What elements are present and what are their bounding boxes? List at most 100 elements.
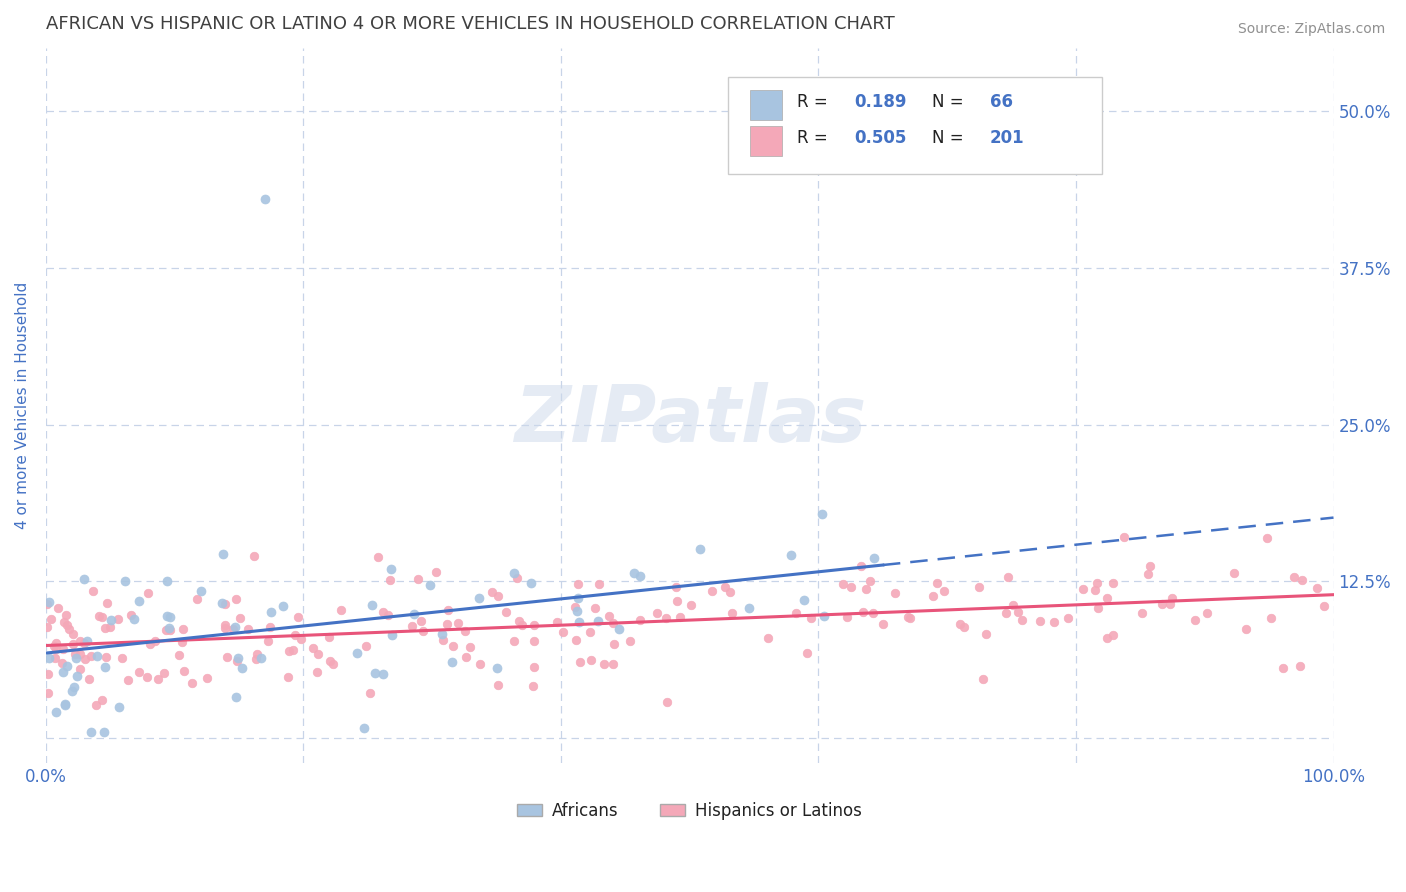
Point [62,627,84,641]
Point [190,584,212,599]
Point [602,657,624,671]
Point [1313,599,1336,613]
Text: Source: ZipAtlas.com: Source: ZipAtlas.com [1237,22,1385,37]
Point [718,585,741,599]
Point [55,658,77,673]
Point [82,584,104,599]
Point [579,624,602,639]
Point [305,665,328,680]
Point [419,578,441,592]
Point [994,606,1017,620]
Point [301,640,323,655]
Point [565,604,588,618]
Point [143,634,166,648]
Point [485,661,508,675]
Point [246,647,269,661]
Point [360,598,382,612]
Point [45,706,67,720]
Point [381,628,404,642]
Point [155,624,177,638]
Point [813,609,835,624]
Point [195,671,218,685]
Point [520,576,543,591]
Point [346,646,368,660]
Point [245,651,267,665]
Point [720,606,742,620]
Point [436,617,458,632]
Point [307,647,329,661]
Point [849,558,872,573]
Point [77,672,100,686]
Point [852,605,875,619]
Point [669,609,692,624]
Point [793,593,815,607]
Point [1136,567,1159,582]
Point [69,633,91,648]
Point [39,612,62,626]
Point [139,637,162,651]
Point [972,672,994,686]
Point [167,648,190,662]
Point [1043,615,1066,629]
Point [37,686,59,700]
Point [689,541,711,556]
Point [214,597,236,611]
Point [1007,605,1029,619]
Point [45,636,67,650]
Point [586,614,609,628]
Point [523,618,546,632]
Point [52,615,75,630]
Text: N =: N = [932,94,969,112]
Text: 0.189: 0.189 [855,94,907,112]
Point [53,697,76,711]
Point [55,607,77,622]
Point [44,650,66,665]
Point [401,619,423,633]
Point [1223,566,1246,581]
Point [155,609,177,624]
Point [486,590,509,604]
Point [214,618,236,632]
Point [756,632,779,646]
Point [69,662,91,676]
Point [508,614,530,628]
Text: R =: R = [797,94,832,112]
Point [354,640,377,654]
Point [567,576,589,591]
Point [927,576,949,591]
Point [330,603,353,617]
Point [1095,631,1118,645]
Point [567,591,589,605]
Point [1234,622,1257,636]
Point [406,572,429,586]
Point [859,574,882,588]
Point [1291,574,1313,588]
Bar [751,90,783,120]
Point [593,657,616,671]
Point [128,594,150,608]
Point [215,650,238,665]
Point [898,611,921,625]
Point [1195,606,1218,620]
Point [666,594,689,608]
Point [922,590,945,604]
Point [1161,591,1184,605]
Point [1256,531,1278,545]
Point [111,650,134,665]
FancyBboxPatch shape [728,77,1102,174]
Point [1101,575,1123,590]
Point [37,667,59,681]
Point [568,615,591,629]
Point [93,622,115,636]
Point [284,627,307,641]
Point [93,724,115,739]
Point [454,624,477,639]
Point [287,609,309,624]
Point [173,664,195,678]
Point [949,616,972,631]
Point [225,690,247,704]
Point [226,654,249,668]
Text: ZIPatlas: ZIPatlas [513,382,866,458]
Point [623,566,645,580]
Text: 0.505: 0.505 [855,129,907,147]
